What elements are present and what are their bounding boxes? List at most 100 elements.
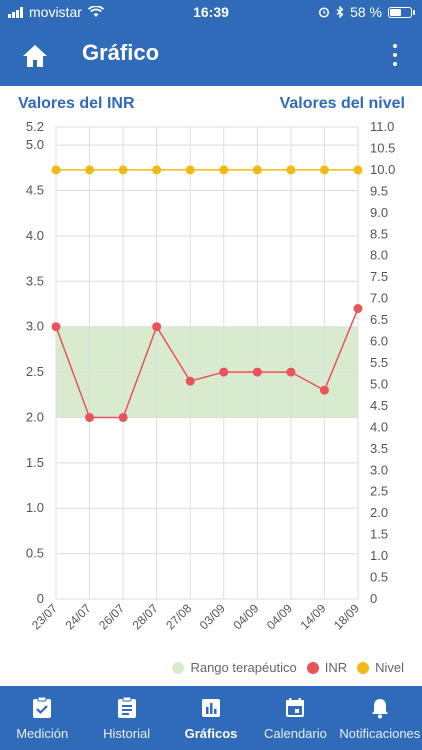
nivel-data-point	[319, 165, 329, 175]
legend-inr-swatch	[306, 661, 319, 674]
y-right-tick-label: 4.0	[370, 419, 388, 434]
y-left-tick-label: 1.0	[26, 500, 44, 515]
legend-nivel-label: Nivel	[375, 660, 404, 675]
inr-series-line	[55, 308, 359, 419]
y-right-tick-label: 10.0	[370, 162, 395, 177]
tab-medicion-label: Medición	[16, 726, 69, 741]
tab-graficos-label: Gráficos	[184, 726, 238, 741]
x-tick-label: 28/07	[130, 601, 161, 632]
y-right-tick-label: 5.5	[370, 355, 388, 370]
chart-legend: Rango terapéutico INR Nivel	[172, 660, 404, 675]
nivel-data-point	[51, 165, 61, 175]
y-right-tick-label: 1.0	[370, 548, 388, 563]
tab-graficos[interactable]: Gráficos	[169, 686, 253, 750]
legend-item-inr[interactable]: INR	[306, 660, 348, 675]
x-tick-label: 14/09	[297, 601, 328, 632]
y-right-tick-label: 0	[370, 591, 377, 606]
tab-calendario[interactable]: Calendario	[253, 686, 337, 750]
y-left-tick-label: 2.0	[26, 409, 44, 424]
y-right-tick-label: 3.5	[370, 441, 388, 456]
left-axis-title: Valores del INR	[18, 95, 135, 112]
battery-icon	[388, 6, 415, 18]
nivel-data-point	[85, 165, 95, 175]
y-right-tick-label: 8.0	[370, 248, 388, 263]
wifi-icon	[87, 6, 104, 17]
more-vertical-icon[interactable]	[390, 42, 400, 68]
y-right-tick-label: 5.0	[370, 376, 388, 391]
y-right-tick-label: 8.5	[370, 226, 388, 241]
y-right-tick-label: 2.0	[370, 505, 388, 520]
inr-data-point	[219, 367, 229, 377]
y-right-tick-label: 7.5	[370, 269, 388, 284]
clipboard-check-icon	[33, 696, 52, 718]
legend-item-band[interactable]: Rango terapéutico	[172, 660, 297, 675]
bluetooth-icon	[336, 6, 344, 18]
inr-data-point	[319, 385, 329, 395]
inr-data-point	[185, 376, 195, 386]
x-tick-label: 03/09	[197, 601, 228, 632]
legend-inr-label: INR	[324, 660, 348, 675]
signal-icon	[8, 6, 23, 18]
y-right-tick-label: 2.5	[370, 484, 388, 499]
nivel-data-point	[353, 165, 363, 175]
nivel-data-point	[152, 165, 162, 175]
tab-notificaciones[interactable]: Notificaciones	[338, 686, 422, 750]
legend-item-nivel[interactable]: Nivel	[357, 660, 404, 675]
nivel-data-point	[252, 165, 262, 175]
nivel-data-point	[219, 165, 229, 175]
inr-data-point	[152, 322, 162, 332]
legend-nivel-swatch	[357, 661, 370, 674]
y-right-tick-label: 4.5	[370, 398, 388, 413]
y-right-tick-label: 10.5	[370, 140, 395, 155]
right-axis-title: Valores del nivel	[279, 95, 405, 112]
bar-chart-icon	[202, 699, 221, 717]
y-left-tick-label: 2.5	[26, 364, 44, 379]
y-right-tick-label: 9.5	[370, 183, 388, 198]
legend-band-swatch	[172, 661, 185, 674]
tab-bar: Medición Historial Gráficos Calenda	[0, 686, 422, 750]
x-tick-label: 24/07	[63, 601, 94, 632]
x-tick-label: 04/09	[264, 601, 295, 632]
calendar-icon	[286, 698, 305, 717]
page-title: Gráfico	[82, 40, 160, 65]
y-right-tick-label: 11.0	[370, 119, 394, 134]
x-tick-label: 04/09	[230, 601, 261, 632]
alarm-icon	[319, 7, 330, 18]
nivel-data-point	[185, 165, 195, 175]
tab-medicion[interactable]: Medición	[0, 686, 84, 750]
y-left-tick-label: 0.5	[26, 546, 44, 561]
x-tick-label: 18/09	[331, 601, 362, 632]
app-bar: Gráfico	[0, 24, 422, 86]
y-left-tick-label: 3.0	[26, 319, 44, 334]
x-tick-label: 27/08	[163, 601, 194, 632]
y-left-tick-label: 4.5	[26, 183, 44, 198]
inr-data-point	[353, 304, 363, 314]
y-left-tick-label: 1.5	[26, 455, 44, 470]
y-right-tick-label: 6.0	[370, 334, 388, 349]
clipboard-list-icon	[117, 696, 136, 718]
y-left-tick-label: 0	[37, 591, 44, 606]
inr-data-point	[85, 412, 95, 422]
y-right-tick-label: 6.5	[370, 312, 388, 327]
bell-icon	[371, 699, 388, 719]
status-time: 16:39	[193, 4, 229, 20]
y-left-tick-label: 4.0	[26, 228, 44, 243]
x-tick-label: 23/07	[29, 601, 60, 632]
status-bar: movistar 16:39 58 %	[0, 0, 422, 24]
tab-notificaciones-label: Notificaciones	[339, 726, 421, 741]
inr-data-point	[252, 367, 262, 377]
carrier-name: movistar	[29, 4, 82, 20]
y-right-tick-label: 0.5	[370, 570, 388, 585]
inr-chart: 0 0.5 1.0 1.5 2.0 2.5 3.0 3.5 4.0 4.5 5.0 5.2 0 0.5 1.…	[26, 119, 395, 632]
y-left-tick-label: 5.2	[26, 119, 44, 134]
y-right-tick-label: 1.5	[370, 527, 388, 542]
inr-data-point	[286, 367, 296, 377]
tab-calendario-label: Calendario	[263, 726, 327, 741]
battery-percent: 58 %	[350, 4, 382, 20]
tab-historial[interactable]: Historial	[84, 686, 168, 750]
nivel-data-point	[118, 165, 128, 175]
tab-historial-label: Historial	[103, 726, 151, 741]
home-icon[interactable]	[20, 41, 50, 71]
x-tick-label: 26/07	[96, 601, 127, 632]
y-left-tick-label: 3.5	[26, 273, 44, 288]
